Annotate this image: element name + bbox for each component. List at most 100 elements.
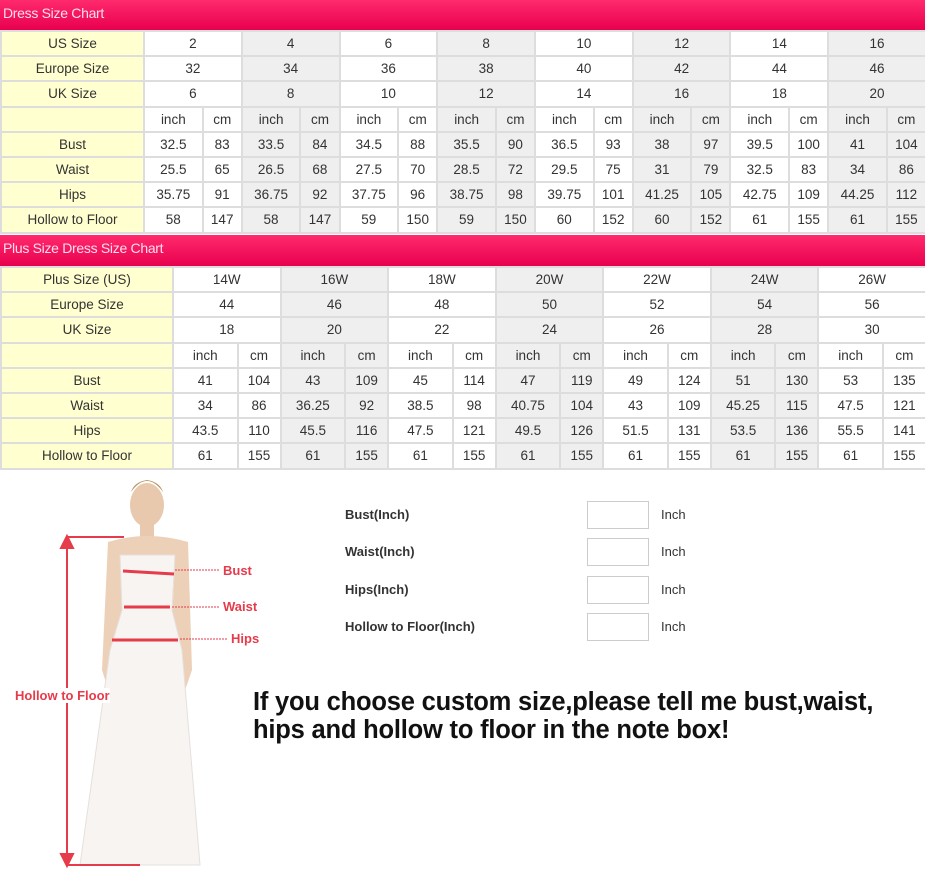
uk-size-cell: 20 (279, 316, 390, 344)
bust-input[interactable] (587, 501, 649, 529)
hips-value-cell: 39.75 (534, 181, 595, 209)
hips-value-cell: 43.5 (172, 417, 239, 445)
uk-size-cell: 28 (709, 316, 820, 344)
us-size-cell: 10 (534, 29, 634, 58)
hollow-input[interactable] (587, 613, 649, 641)
plus-size-chart-title: Plus Size Dress Size Chart (0, 235, 925, 266)
row-label: Bust (0, 366, 174, 394)
hips-value-cell: 42.75 (729, 181, 791, 209)
unit-header: cm (774, 341, 820, 369)
table-row: Europe Size 32 34 36 38 40 42 44 46 (0, 55, 925, 83)
waist-value-cell: 31 (631, 155, 693, 184)
hips-value-cell: 36.75 (240, 181, 302, 209)
bust-value-cell: 130 (774, 366, 820, 394)
bust-value-cell: 93 (592, 130, 634, 158)
waist-value-cell: 47.5 (817, 391, 884, 420)
unit-header: cm (666, 341, 712, 369)
hollow-value-cell: 61 (709, 442, 777, 470)
waist-value-cell: 98 (451, 391, 497, 420)
unit-header: inch (494, 341, 562, 369)
measure-lines (112, 569, 178, 642)
hollow-value-cell: 61 (817, 442, 884, 470)
row-label: UK Size (0, 80, 145, 108)
hips-value-cell: 91 (201, 181, 243, 209)
waist-value-cell: 36.25 (279, 391, 347, 420)
eu-size-cell: 32 (143, 55, 243, 83)
waist-value-cell: 75 (592, 155, 634, 184)
bust-value-cell: 104 (236, 366, 282, 394)
uk-size-cell: 14 (534, 80, 634, 108)
hips-value-cell: 131 (666, 417, 712, 445)
eu-size-cell: 34 (240, 55, 341, 83)
hollow-value-cell: 61 (729, 206, 791, 234)
us-size-cell: 22W (602, 265, 712, 294)
unit-header: cm (397, 105, 439, 133)
eu-size-cell: 46 (827, 55, 925, 83)
unit-header: cm (592, 105, 634, 133)
row-label: Plus Size (US) (0, 265, 174, 294)
custom-size-note: If you choose custom size,please tell me… (253, 688, 874, 744)
us-size-cell: 14W (172, 265, 282, 294)
bust-value-cell: 36.5 (534, 130, 595, 158)
bust-value-cell: 100 (788, 130, 830, 158)
waist-value-cell: 86 (885, 155, 925, 184)
unit-header: inch (338, 105, 400, 133)
unit-header: inch (709, 341, 777, 369)
bust-value-cell: 35.5 (436, 130, 497, 158)
hips-value-cell: 110 (236, 417, 282, 445)
waist-value-cell: 86 (236, 391, 282, 420)
uk-size-cell: 6 (143, 80, 243, 108)
us-size-cell: 6 (338, 29, 439, 58)
unit-header: inch (827, 105, 888, 133)
hips-marker-label: Hips (231, 631, 260, 646)
eu-size-cell: 54 (709, 291, 820, 319)
waist-value-cell: 38.5 (387, 391, 454, 420)
waist-input[interactable] (587, 538, 649, 566)
hollow-value-cell: 150 (494, 206, 537, 234)
table-row: Europe Size 44 46 48 50 52 54 56 (0, 291, 925, 319)
unit-header: cm (299, 105, 341, 133)
bust-value-cell: 49 (602, 366, 669, 394)
hollow-value-cell: 155 (344, 442, 390, 470)
dress-size-table: US Size 2 4 6 8 10 12 14 16 Europe Size 32 34 36 38 40… (0, 29, 925, 234)
bust-value-cell: 104 (885, 130, 925, 158)
waist-marker-label: Waist (223, 599, 258, 614)
waist-value-cell: 109 (666, 391, 712, 420)
row-label: Waist (0, 391, 174, 420)
hips-input[interactable] (587, 576, 649, 604)
us-size-cell: 8 (436, 29, 536, 58)
bust-value-cell: 84 (299, 130, 341, 158)
unit-header: inch (817, 341, 884, 369)
eu-size-cell: 44 (172, 291, 282, 319)
row-label: US Size (0, 29, 145, 58)
hollow-field-label: Hollow to Floor(Inch) (345, 619, 475, 634)
hips-value-cell: 141 (881, 417, 925, 445)
waist-value-cell: 70 (397, 155, 439, 184)
hollow-to-floor-marker-label: Hollow to Floor (15, 688, 110, 703)
table-row: Hips 35.75 91 36.75 92 37.75 96 38.75 98 39.75 101… (0, 181, 925, 209)
bust-value-cell: 43 (279, 366, 347, 394)
unit-header: inch (240, 105, 302, 133)
hollow-value-cell: 61 (387, 442, 454, 470)
eu-size-cell: 40 (534, 55, 634, 83)
bust-value-cell: 32.5 (143, 130, 204, 158)
table-row: Hollow to Floor 58 147 58 147 59 150 59 150 60 152… (0, 206, 925, 234)
hollow-value-cell: 155 (788, 206, 830, 234)
hollow-value-cell: 152 (690, 206, 732, 234)
unit-header: cm (201, 105, 243, 133)
unit-header: inch (631, 105, 693, 133)
unit-header: inch (729, 105, 791, 133)
hips-value-cell: 98 (494, 181, 537, 209)
us-size-cell: 18W (387, 265, 497, 294)
unit-header: inch (172, 341, 239, 369)
hips-value-cell: 121 (451, 417, 497, 445)
uk-size-cell: 24 (494, 316, 605, 344)
hips-value-cell: 35.75 (143, 181, 204, 209)
waist-value-cell: 40.75 (494, 391, 562, 420)
unit-header: cm (881, 341, 925, 369)
unit-header: inch (143, 105, 204, 133)
uk-size-cell: 18 (729, 80, 830, 108)
waist-value-cell: 27.5 (338, 155, 400, 184)
hollow-value-cell: 59 (436, 206, 497, 234)
bust-value-cell: 97 (690, 130, 732, 158)
